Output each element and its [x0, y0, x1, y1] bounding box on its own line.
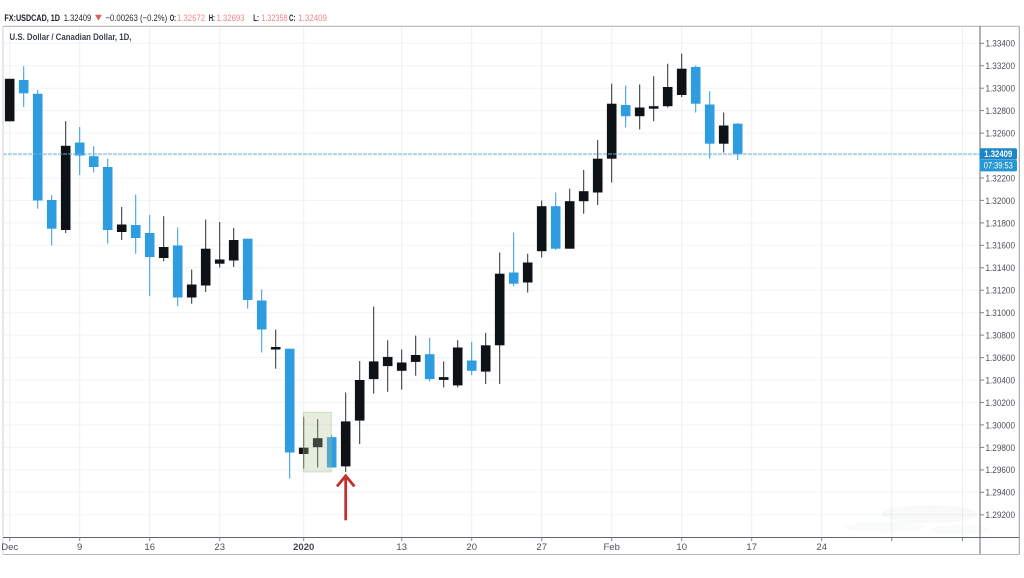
- svg-text:H:: H:: [209, 13, 215, 24]
- svg-text:1.30400: 1.30400: [986, 375, 1016, 386]
- svg-text:1.32200: 1.32200: [986, 173, 1016, 184]
- svg-text:1.31600: 1.31600: [986, 241, 1016, 252]
- svg-text:1.29400: 1.29400: [986, 488, 1016, 499]
- svg-text:1.31400: 1.31400: [986, 263, 1016, 274]
- svg-text:20: 20: [466, 542, 477, 553]
- svg-text:Dec: Dec: [1, 542, 18, 553]
- svg-text:13: 13: [396, 542, 407, 553]
- svg-text:1.32358: 1.32358: [261, 13, 287, 24]
- svg-text:1.31000: 1.31000: [986, 308, 1016, 319]
- svg-text:1.32600: 1.32600: [986, 129, 1016, 140]
- svg-text:FX:USDCAD, 1D: FX:USDCAD, 1D: [4, 13, 60, 24]
- svg-text:16: 16: [144, 542, 155, 553]
- svg-text:07:39:53: 07:39:53: [984, 161, 1013, 171]
- svg-text:1.31800: 1.31800: [986, 218, 1016, 229]
- svg-text:17: 17: [746, 542, 757, 553]
- svg-text:1.31200: 1.31200: [986, 286, 1016, 297]
- svg-text:1.30800: 1.30800: [986, 331, 1016, 342]
- svg-text:24: 24: [816, 542, 827, 553]
- svg-text:1.32409: 1.32409: [298, 13, 327, 24]
- svg-text:1.32409: 1.32409: [64, 13, 92, 24]
- svg-text:1.32409: 1.32409: [984, 149, 1012, 159]
- svg-text:1.32693: 1.32693: [217, 13, 245, 24]
- svg-text:1.33400: 1.33400: [986, 39, 1016, 50]
- svg-text:C:: C:: [289, 13, 295, 24]
- svg-text:1.32672: 1.32672: [177, 13, 205, 24]
- svg-text:1.30200: 1.30200: [986, 398, 1016, 409]
- svg-text:Feb: Feb: [604, 542, 620, 553]
- svg-text:L:: L:: [253, 13, 259, 24]
- svg-text:U.S. Dollar / Canadian Dollar,: U.S. Dollar / Canadian Dollar, 1D,: [10, 32, 132, 43]
- svg-text:O:: O:: [170, 13, 176, 24]
- svg-text:1.30600: 1.30600: [986, 353, 1016, 364]
- svg-text:1.32800: 1.32800: [986, 106, 1016, 117]
- svg-text:1.29800: 1.29800: [986, 443, 1016, 454]
- svg-text:−0.00263 (−0.2%): −0.00263 (−0.2%): [106, 13, 168, 24]
- svg-text:10: 10: [676, 542, 687, 553]
- svg-text:1.33200: 1.33200: [986, 61, 1016, 72]
- svg-text:1.33000: 1.33000: [986, 84, 1016, 95]
- svg-text:23: 23: [214, 542, 225, 553]
- svg-text:1.32000: 1.32000: [986, 196, 1016, 207]
- svg-text:2020: 2020: [293, 542, 314, 553]
- svg-text:1.30000: 1.30000: [986, 420, 1016, 431]
- svg-text:1.29600: 1.29600: [986, 465, 1016, 476]
- svg-text:9: 9: [77, 542, 82, 553]
- svg-text:1.29200: 1.29200: [986, 510, 1016, 521]
- svg-text:27: 27: [536, 542, 547, 553]
